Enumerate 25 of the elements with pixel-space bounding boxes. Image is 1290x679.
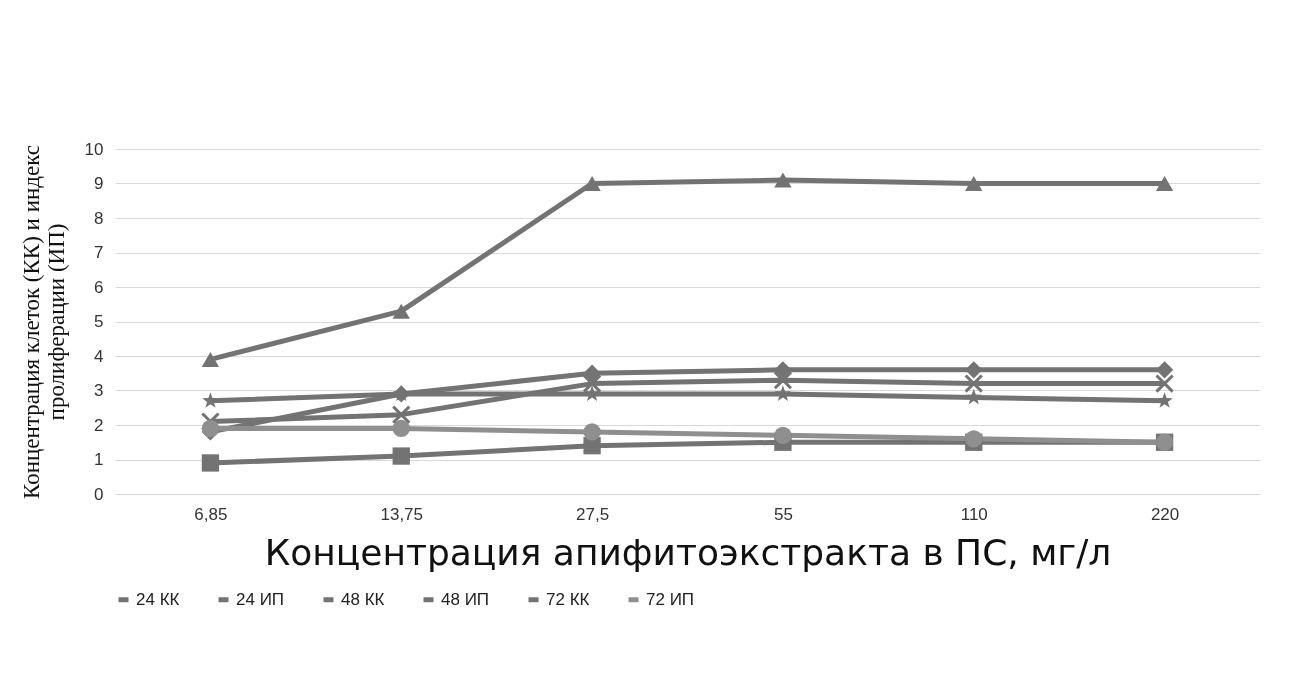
legend-label: 24 КК: [136, 589, 180, 609]
x-axis-title: Концентрация апифитоэкстракта в ПС, мг/л: [264, 531, 1112, 573]
y-tick-label: 0: [94, 484, 104, 504]
legend-label: 24 ИП: [236, 589, 285, 609]
y-tick-label: 3: [94, 381, 104, 400]
x-tick-label: 55: [773, 504, 793, 524]
y-tick-label: 8: [94, 208, 104, 228]
y-tick-label: 9: [94, 174, 104, 193]
x-tick-label: 13,75: [380, 504, 424, 524]
y-axis-title: Концентрация клеток (КК) и индекс пролиферации (ИП): [18, 145, 69, 499]
y-tick-label: 10: [84, 139, 104, 159]
legend-label: 72 КК: [546, 589, 590, 609]
x-tick-label: 6,85: [194, 504, 228, 524]
x-tick-label: 110: [960, 504, 988, 524]
y-tick-label: 1: [94, 450, 104, 469]
x-tick-label: 220: [1150, 504, 1180, 524]
legend-label: 48 КК: [341, 589, 385, 609]
y-tick-label: 7: [94, 243, 104, 262]
y-tick-label: 5: [94, 312, 104, 331]
legend-label: 72 ИП: [646, 589, 695, 609]
y-tick-label: 4: [94, 346, 104, 366]
x-tick-label: 27,5: [576, 504, 610, 524]
y-tick-label: 6: [94, 277, 104, 297]
y-tick-label: 2: [94, 415, 104, 435]
legend-label: 48 ИП: [441, 589, 490, 609]
